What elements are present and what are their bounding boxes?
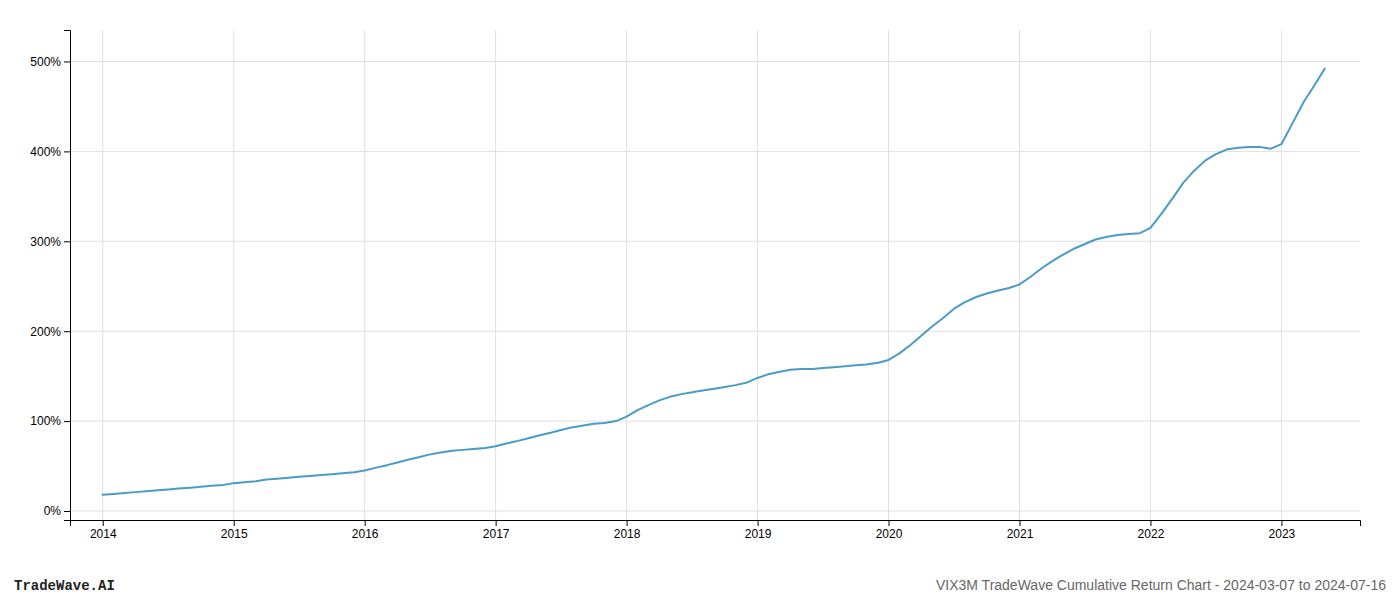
y-axis-tick: 300% [30, 235, 70, 249]
y-axis-tick: 400% [30, 145, 70, 159]
y-axis-tick: 0% [44, 504, 70, 518]
x-axis-tick: 2021 [1007, 520, 1034, 541]
y-axis-tick: 200% [30, 325, 70, 339]
grid-line-y [70, 241, 1360, 242]
y-axis-tick: 500% [30, 55, 70, 69]
grid-line-x [364, 30, 365, 520]
y-axis-tick-label: 300% [30, 235, 61, 249]
x-axis-tick: 2020 [876, 520, 903, 541]
y-axis-tick-mark [64, 61, 70, 62]
x-axis-tick-mark [627, 520, 628, 526]
grid-line-y [70, 151, 1360, 152]
footer-left: TradeWave.AI [14, 578, 115, 594]
x-axis-tick-label: 2022 [1138, 527, 1165, 541]
x-axis-tick-mark [889, 520, 890, 526]
y-axis-tick-mark [64, 151, 70, 152]
x-axis-tick-mark [758, 520, 759, 526]
x-axis-tick-mark [1150, 520, 1151, 526]
chart-container: 2014 2015 2016 2017 2018 2019 2020 2021 2022 2023… [0, 0, 1400, 600]
grid-line-y [70, 61, 1360, 62]
grid-line-x [1150, 30, 1151, 520]
annotations: TradeWave.AI VIX3M TradeWave Cumulative R… [14, 577, 1386, 594]
x-axis-tick-label: 2015 [221, 527, 248, 541]
x-axis-tick-label: 2014 [90, 527, 117, 541]
grid-line-x [102, 30, 103, 520]
x-axis-tick-label: 2019 [745, 527, 772, 541]
grid-line-y [70, 511, 1360, 512]
x-axis-tick: 2019 [745, 520, 772, 541]
grid-line-y [70, 331, 1360, 332]
grid-line-x [888, 30, 889, 520]
y-axis-tick-label: 0% [44, 504, 62, 518]
x-axis-line [71, 521, 1361, 527]
grid-line-x [1019, 30, 1020, 520]
x-axis-tick-mark [496, 520, 497, 526]
x-axis-tick: 2014 [90, 520, 117, 541]
x-axis-tick-label: 2021 [1007, 527, 1034, 541]
grid-line-x [1281, 30, 1282, 520]
y-axis-tick-label: 400% [30, 145, 61, 159]
footer-right: VIX3M TradeWave Cumulative Return Chart … [936, 577, 1386, 593]
y-axis-tick-mark [64, 511, 70, 512]
x-axis-tick: 2017 [483, 520, 510, 541]
x-axis-tick-mark [365, 520, 366, 526]
x-axis-tick: 2023 [1269, 520, 1296, 541]
x-axis-tick-mark [103, 520, 104, 526]
x-axis-tick-label: 2017 [483, 527, 510, 541]
x-axis-tick-label: 2018 [614, 527, 641, 541]
y-axis-tick-label: 100% [30, 414, 61, 428]
grid-line-x [626, 30, 627, 520]
x-axis-tick-label: 2020 [876, 527, 903, 541]
y-axis-tick-mark [64, 331, 70, 332]
grid-line-x [757, 30, 758, 520]
y-axis-tick: 100% [30, 414, 70, 428]
x-axis-tick: 2016 [352, 520, 379, 541]
x-axis-tick-mark [1019, 520, 1020, 526]
x-axis-tick: 2015 [221, 520, 248, 541]
x-axis-tick: 2018 [614, 520, 641, 541]
line [103, 69, 1325, 495]
y-axis: 0% 100% 200% 300% 400% 500% [30, 31, 70, 521]
x-axis-tick-mark [234, 520, 235, 526]
y-axis-line [64, 31, 71, 521]
x-axis-tick-label: 2016 [352, 527, 379, 541]
y-axis-tick-label: 500% [30, 55, 61, 69]
y-axis-tick-mark [64, 241, 70, 242]
grid-line-y [70, 421, 1360, 422]
grid [70, 30, 1360, 520]
y-axis-tick-label: 200% [30, 325, 61, 339]
plot-area [103, 69, 1325, 495]
x-axis-tick-label: 2023 [1269, 527, 1296, 541]
grid-line-x [233, 30, 234, 520]
chart: 2014 2015 2016 2017 2018 2019 2020 2021 2022 2023… [0, 0, 1400, 600]
x-axis-tick: 2022 [1138, 520, 1165, 541]
y-axis-tick-mark [64, 421, 70, 422]
x-axis: 2014 2015 2016 2017 2018 2019 2020 2021 2022 2023 [71, 520, 1361, 541]
x-axis-tick-mark [1281, 520, 1282, 526]
